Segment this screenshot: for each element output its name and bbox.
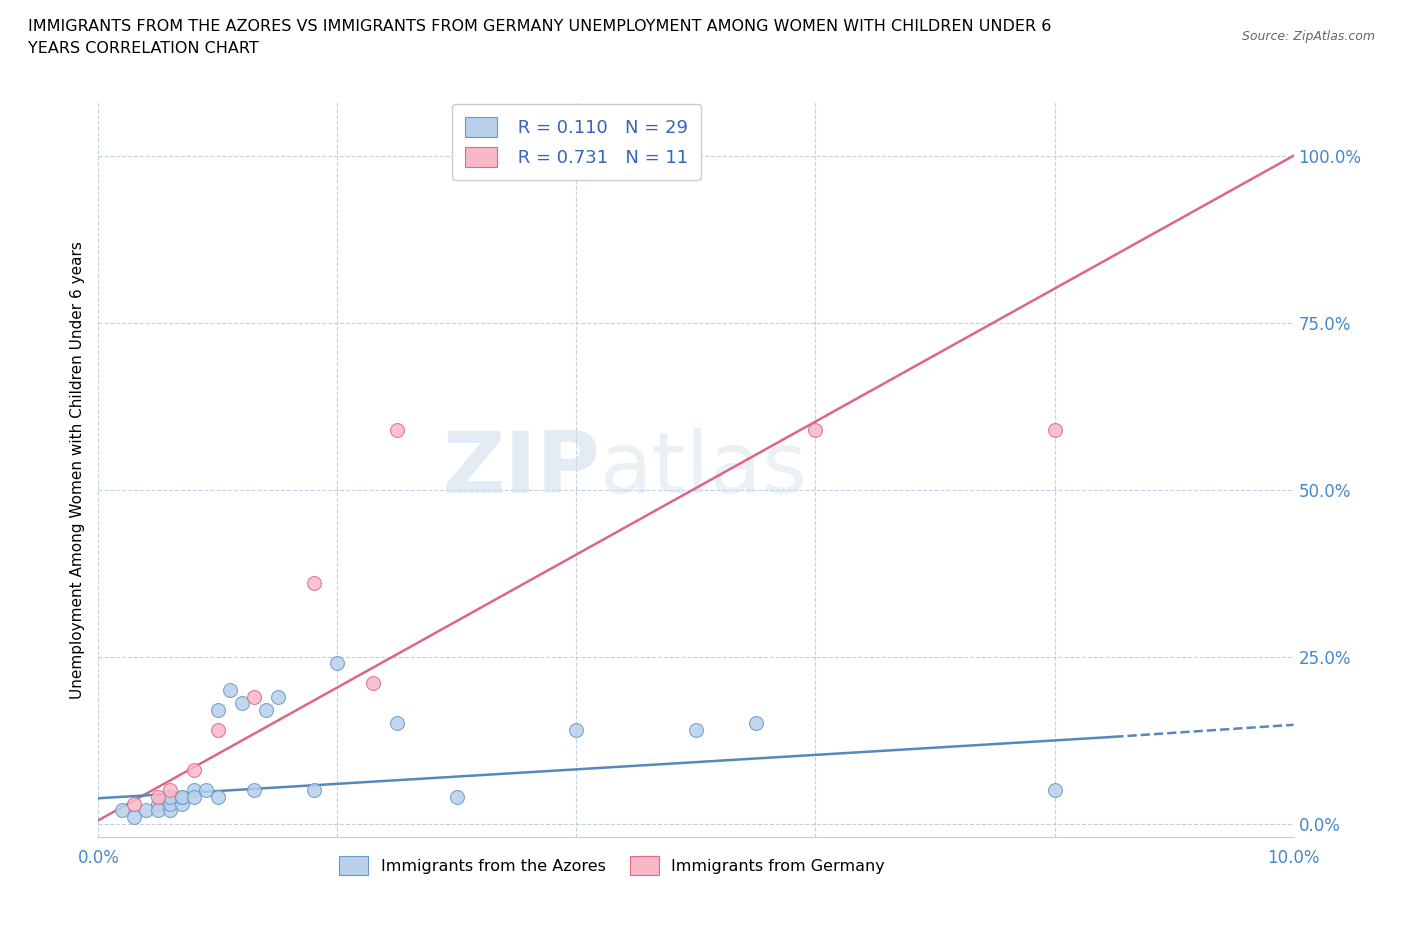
Point bbox=[243, 783, 266, 798]
Legend: Immigrants from the Azores, Immigrants from Germany: Immigrants from the Azores, Immigrants f… bbox=[330, 846, 894, 884]
Point bbox=[159, 790, 181, 804]
Point bbox=[207, 790, 229, 804]
Point bbox=[302, 783, 325, 798]
Point bbox=[159, 803, 181, 817]
Text: ZIP: ZIP bbox=[443, 428, 600, 512]
Point bbox=[231, 696, 253, 711]
Point bbox=[172, 790, 194, 804]
Text: YEARS CORRELATION CHART: YEARS CORRELATION CHART bbox=[28, 41, 259, 56]
Point bbox=[207, 723, 229, 737]
Text: IMMIGRANTS FROM THE AZORES VS IMMIGRANTS FROM GERMANY UNEMPLOYMENT AMONG WOMEN W: IMMIGRANTS FROM THE AZORES VS IMMIGRANTS… bbox=[28, 19, 1052, 33]
Text: 10.0%: 10.0% bbox=[1267, 849, 1320, 867]
Point bbox=[326, 656, 349, 671]
Text: Source: ZipAtlas.com: Source: ZipAtlas.com bbox=[1241, 30, 1375, 43]
Point bbox=[565, 723, 588, 737]
Point bbox=[385, 422, 409, 437]
Point bbox=[124, 809, 146, 824]
Point bbox=[1043, 422, 1066, 437]
Point bbox=[148, 796, 170, 811]
Point bbox=[685, 723, 707, 737]
Point bbox=[254, 703, 277, 718]
Point bbox=[745, 716, 768, 731]
Point bbox=[1043, 783, 1066, 798]
Point bbox=[172, 790, 194, 804]
Point bbox=[183, 783, 205, 798]
Point bbox=[159, 783, 181, 798]
Point bbox=[183, 790, 205, 804]
Text: 0.0%: 0.0% bbox=[77, 849, 120, 867]
Point bbox=[111, 803, 134, 817]
Point bbox=[195, 783, 218, 798]
Point bbox=[385, 716, 409, 731]
Point bbox=[804, 422, 827, 437]
Text: atlas: atlas bbox=[600, 428, 808, 512]
Point bbox=[124, 796, 146, 811]
Point bbox=[219, 683, 242, 698]
Point bbox=[183, 763, 205, 777]
Point bbox=[135, 803, 157, 817]
Point bbox=[172, 796, 194, 811]
Point bbox=[363, 676, 385, 691]
Y-axis label: Unemployment Among Women with Children Under 6 years: Unemployment Among Women with Children U… bbox=[69, 241, 84, 698]
Point bbox=[207, 703, 229, 718]
Point bbox=[267, 689, 290, 704]
Point bbox=[148, 803, 170, 817]
Point bbox=[446, 790, 468, 804]
Point bbox=[159, 796, 181, 811]
Point bbox=[302, 576, 325, 591]
Point bbox=[148, 790, 170, 804]
Point bbox=[243, 689, 266, 704]
